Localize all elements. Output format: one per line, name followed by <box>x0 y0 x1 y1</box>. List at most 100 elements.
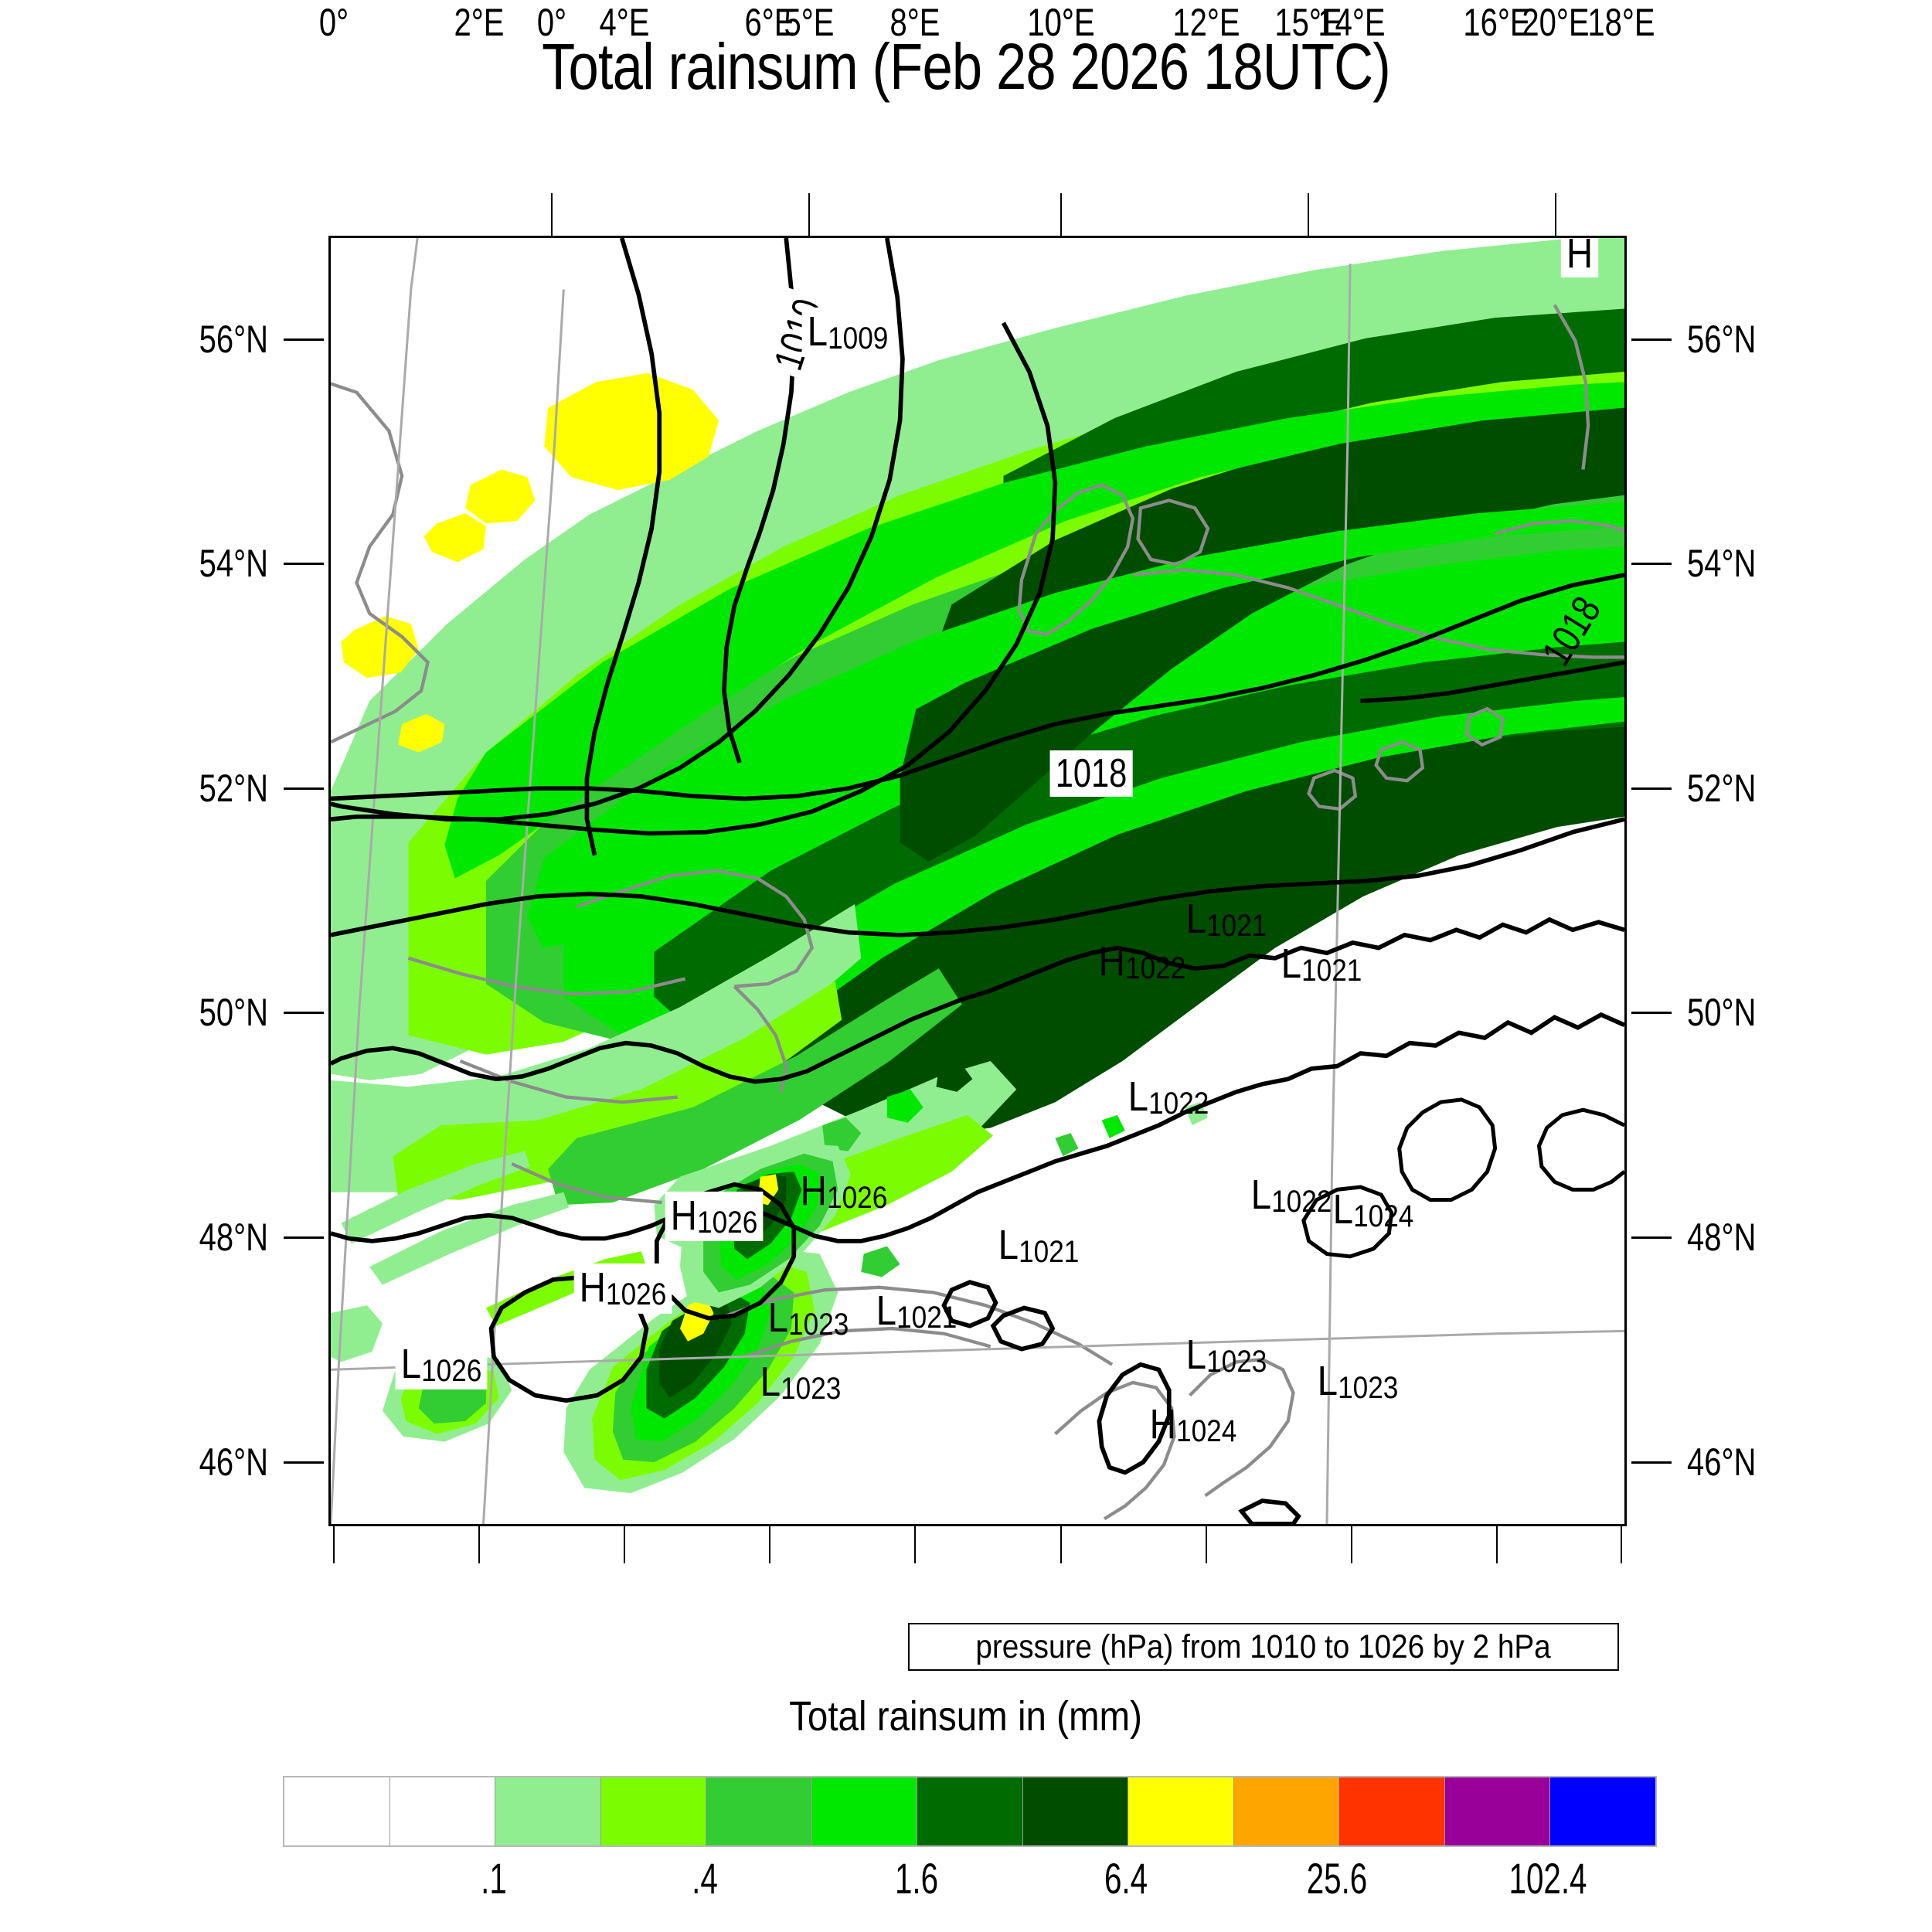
pressure-center-h-1024-18: H1024 <box>1149 1403 1236 1447</box>
right-tickmark-2 <box>1631 787 1672 790</box>
pressure-center-l-1022-6: L1022 <box>1251 1174 1332 1217</box>
precip-core-yellow-5 <box>398 713 445 753</box>
colorbar-cell-0[interactable] <box>284 1777 390 1845</box>
right-tick-5: 46°N <box>1687 1440 1757 1484</box>
colorbar-cell-12[interactable] <box>1550 1777 1655 1845</box>
pressure-center-value: 1023 <box>1206 1345 1267 1379</box>
top-tickmark-1 <box>808 193 810 236</box>
top-tickmark-2 <box>1060 193 1062 236</box>
pressure-center-h-1026-9: H1026 <box>800 1170 887 1213</box>
colorbar-cell-2[interactable] <box>495 1777 601 1845</box>
colorbar-title: Total rainsum in (mm) <box>0 1692 1932 1740</box>
precip-sw-corner <box>331 1305 383 1362</box>
bottom-tickmark-9 <box>1621 1526 1623 1563</box>
top-tick-3: 15°E <box>1274 1 1342 44</box>
pressure-center-type: L <box>1128 1073 1148 1121</box>
colorbar[interactable] <box>283 1776 1657 1847</box>
bottom-tickmark-3 <box>769 1526 771 1563</box>
pressure-center-type: L <box>1185 895 1207 942</box>
bottom-tickmark-6 <box>1205 1526 1207 1563</box>
graticule-layer <box>331 238 1624 1524</box>
pressure-center-type: L <box>767 1294 789 1341</box>
colorbar-tick-labels: .1 .4 1.6 6.4 25.6 102.4 <box>283 1853 1654 1915</box>
pressure-center-l-1023-12: L1023 <box>768 1297 849 1340</box>
colorbar-cell-7[interactable] <box>1022 1777 1129 1845</box>
precip-core-yellow-1 <box>544 372 719 491</box>
pressure-center-value: 1026 <box>420 1354 482 1388</box>
right-tickmark-4 <box>1631 1236 1672 1239</box>
precip-core-yellow-3 <box>423 513 486 563</box>
colorbar-label-5: 102.4 <box>1509 1854 1587 1903</box>
precip-band-darkest-2 <box>900 402 1624 862</box>
colorbar-label-2: 1.6 <box>894 1854 938 1903</box>
precip-speck-7 <box>1055 1133 1079 1157</box>
contour-label-1018-1: 1018 <box>1049 750 1133 798</box>
colorbar-label-4: 25.6 <box>1306 1854 1368 1903</box>
pressure-legend-text: pressure (hPa) from 1010 to 1026 by 2 hP… <box>975 1628 1552 1665</box>
left-tickmark-1 <box>284 563 324 566</box>
colorbar-cell-9[interactable] <box>1233 1777 1340 1845</box>
colorbar-cell-11[interactable] <box>1444 1777 1551 1845</box>
pressure-center-value: 1026 <box>696 1205 757 1240</box>
pressure-center-value: 1021 <box>1206 908 1267 943</box>
pressure-center-l-1022-5: L1022 <box>1128 1076 1209 1119</box>
precip-streak-1 <box>341 1151 530 1244</box>
pressure-center-l-1021-2: L1021 <box>1186 898 1267 941</box>
weather-map-canvas <box>331 238 1624 1524</box>
pressure-center-h-na-1: H <box>1560 238 1599 278</box>
pressure-center-type: H <box>1149 1401 1176 1448</box>
right-tickmark-1 <box>1631 563 1672 566</box>
pressure-center-type: L <box>807 308 828 355</box>
precip-speck-6 <box>861 1246 900 1277</box>
left-tick-3: 50°N <box>199 991 268 1035</box>
bottom-tick-5: 10°E <box>1026 1 1095 44</box>
precip-speck-3 <box>936 1060 973 1092</box>
top-tick-2: 10°E <box>1026 1 1095 44</box>
precip-core-yellow-2 <box>465 469 536 524</box>
bottom-tickmark-1 <box>478 1526 480 1563</box>
right-tick-3: 50°N <box>1687 991 1757 1035</box>
right-tick-0: 56°N <box>1687 317 1757 361</box>
pressure-center-l-1009-0: L1009 <box>801 307 894 357</box>
right-tick-2: 52°N <box>1687 766 1757 810</box>
left-tickmark-3 <box>284 1012 324 1015</box>
left-tick-2: 52°N <box>199 766 268 810</box>
precip-speck-8 <box>1101 1114 1125 1138</box>
pressure-center-value: 1021 <box>1018 1235 1079 1270</box>
pressure-center-value: 1024 <box>1353 1199 1414 1233</box>
bottom-tick-1: 2°E <box>454 1 505 44</box>
pressure-center-type: H <box>579 1264 607 1311</box>
bottom-tickmark-8 <box>1496 1526 1498 1563</box>
pressure-center-value: 1021 <box>1301 954 1362 988</box>
isobar-layer-secondary <box>1301 1097 1624 1259</box>
colorbar-cell-6[interactable] <box>917 1777 1023 1845</box>
colorbar-cell-4[interactable] <box>706 1777 812 1845</box>
bottom-tick-6: 12°E <box>1172 1 1240 44</box>
colorbar-cell-3[interactable] <box>600 1777 707 1845</box>
bottom-tickmark-5 <box>1060 1526 1062 1563</box>
precip-band-dark-2 <box>1003 308 1624 534</box>
pressure-center-type: L <box>1317 1357 1338 1404</box>
colorbar-cell-8[interactable] <box>1128 1777 1234 1845</box>
pressure-center-type: L <box>760 1359 781 1406</box>
left-tick-4: 48°N <box>199 1215 268 1259</box>
precip-band-darkest-1 <box>757 726 1624 1136</box>
colorbar-cell-10[interactable] <box>1339 1777 1445 1845</box>
precip-core-yellow-4 <box>341 616 419 679</box>
pressure-center-l-1021-10: L1021 <box>998 1224 1079 1267</box>
precip-streak-2 <box>369 1192 570 1285</box>
map-plot-area[interactable]: 1010 1018 1018 L1009 H L1021 H1022 L1021 L1022 L… <box>328 236 1627 1526</box>
pressure-center-type: H <box>800 1168 827 1215</box>
bottom-tick-7: 14°E <box>1318 1 1386 44</box>
top-tick-4: 20°E <box>1522 1 1590 44</box>
precip-alpine-core-yellow <box>679 1298 714 1342</box>
left-tickmark-0 <box>284 338 324 341</box>
pressure-center-l-1026-14: L1026 <box>395 1339 488 1389</box>
colorbar-cell-1[interactable] <box>389 1777 496 1845</box>
pressure-center-value: 1022 <box>1271 1185 1332 1219</box>
top-tickmark-3 <box>1308 193 1310 236</box>
precip-speck-1 <box>822 1117 862 1151</box>
colorbar-cell-5[interactable] <box>811 1777 918 1845</box>
left-tick-0: 56°N <box>199 317 268 361</box>
pressure-center-l-1021-4: L1021 <box>1281 943 1362 986</box>
